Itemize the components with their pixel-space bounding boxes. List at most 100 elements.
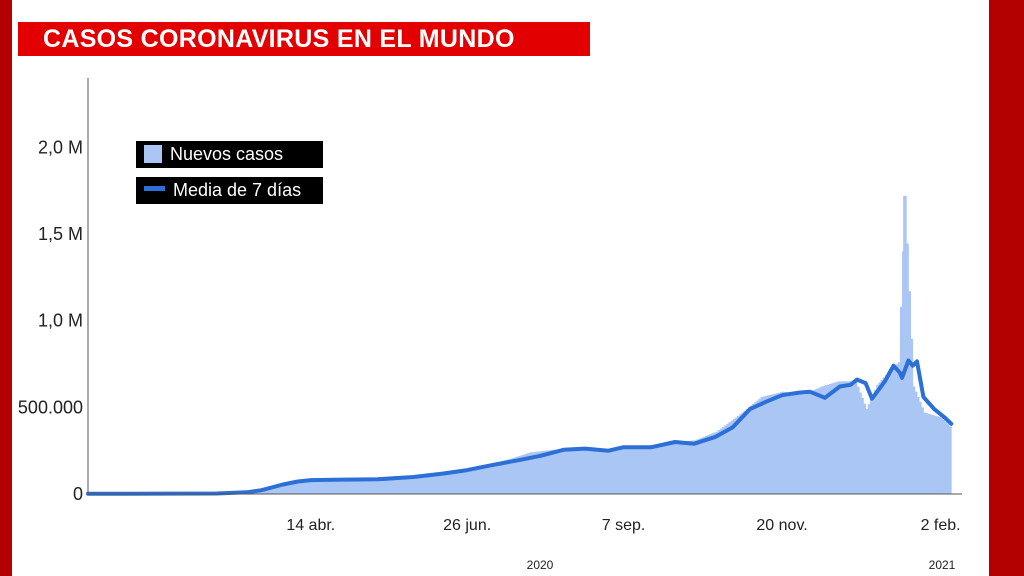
daily-case-bar [267,488,271,494]
daily-case-bar [415,475,419,494]
daily-case-bar [274,486,277,494]
daily-case-bar [460,470,464,494]
daily-case-bar [604,448,607,494]
daily-case-bar [409,476,412,494]
daily-case-bar [644,445,648,494]
daily-case-bar [925,413,929,494]
daily-case-bar [653,444,657,494]
daily-case-bar [473,468,477,494]
daily-case-bar [895,364,899,494]
daily-case-bar [475,467,479,494]
daily-case-bar [908,291,911,494]
daily-case-bar [921,407,924,494]
daily-case-bar [527,453,530,494]
daily-case-bar [775,393,779,494]
y-tick-label: 2,0 M [38,137,83,157]
daily-case-bar [480,466,483,494]
daily-case-bar [651,444,654,494]
daily-case-bar [276,486,280,494]
daily-case-bar [411,476,415,494]
daily-case-bar [360,479,363,494]
daily-case-bar [732,419,736,494]
daily-case-bar [304,480,307,494]
daily-case-bar [582,449,586,494]
year-label: 2020 [527,558,554,572]
daily-case-bar [310,480,314,494]
daily-case-bar [375,479,378,494]
daily-case-bar [792,393,796,494]
daily-case-bar [640,446,644,494]
daily-case-bar [441,471,444,494]
daily-case-bar [537,451,541,494]
daily-case-bar [923,412,926,494]
daily-case-bar [340,480,344,494]
daily-case-bar [717,430,721,494]
daily-case-bar [700,437,704,494]
daily-case-bar [591,449,594,494]
daily-case-bar [495,462,498,494]
daily-case-bar [368,479,372,494]
daily-case-bar [465,469,468,494]
chart-title: CASOS CORONAVIRUS EN EL MUNDO [18,22,590,56]
daily-case-bar [614,448,618,494]
daily-case-bar [912,386,916,494]
daily-case-bar [317,480,320,494]
daily-case-bar [788,392,792,494]
year-label: 2021 [929,558,956,572]
daily-case-bar [432,473,436,494]
daily-case-bar [910,338,914,494]
daily-case-bar [655,444,659,494]
daily-case-bar [764,395,768,494]
daily-case-bar [758,398,762,494]
daily-case-bar [563,449,567,494]
daily-case-bar [906,243,909,494]
legend-item-seven-day-average[interactable]: Media de 7 días [136,177,323,204]
daily-case-bar [848,381,852,494]
daily-case-bar [531,452,534,494]
daily-case-bar [638,446,642,494]
daily-case-bar [308,480,312,494]
daily-case-bar [812,390,815,494]
daily-case-bar [458,470,462,494]
daily-case-bar [272,487,275,494]
daily-case-bar [557,449,560,494]
daily-case-bar [889,370,892,494]
daily-case-bar [612,448,616,494]
daily-case-bar [893,366,896,494]
x-tick-label: 26 jun. [443,517,491,534]
daily-case-bar [263,489,267,494]
daily-case-bar [859,392,862,494]
daily-case-bar [936,416,939,494]
daily-case-bar [782,391,785,494]
daily-case-bar [402,476,406,494]
legend-label-seven-day-average: Media de 7 días [173,180,302,200]
daily-case-bar [734,417,738,494]
daily-case-bar [865,409,869,494]
daily-case-bar [569,449,573,494]
seven-day-average-line [86,358,954,496]
daily-case-bar [510,458,513,494]
daily-case-bar [777,392,781,494]
daily-case-bar [831,383,834,494]
daily-case-bar [574,449,577,494]
daily-case-bar [587,449,590,494]
daily-case-bar [383,478,387,494]
daily-case-bar [702,436,706,494]
daily-case-bar [779,392,783,494]
daily-case-bar [501,460,504,494]
daily-case-bar [726,423,729,494]
daily-case-bar [818,387,822,494]
daily-case-bar [752,403,755,494]
daily-case-bar [599,449,603,494]
daily-case-bar [387,478,391,494]
daily-case-bar [685,440,689,494]
daily-case-bar [724,425,727,494]
bars-series [88,195,952,494]
line-swatch-icon [144,186,165,191]
daily-case-bar [428,473,432,494]
daily-case-bar [325,480,329,494]
daily-case-bar [454,470,457,494]
daily-case-bar [773,393,777,494]
y-tick-label: 500.000 [18,397,83,417]
legend-item-new-cases[interactable]: Nuevos casos [136,141,323,168]
